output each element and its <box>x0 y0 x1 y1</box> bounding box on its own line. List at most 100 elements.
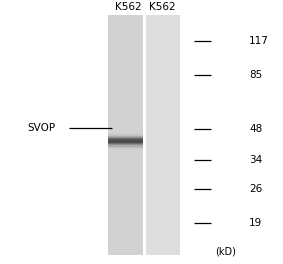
Bar <box>146 34 180 35</box>
Bar <box>146 192 180 194</box>
Bar <box>108 112 143 113</box>
Bar <box>146 253 180 255</box>
Text: 34: 34 <box>249 155 262 165</box>
Bar <box>108 100 143 101</box>
Bar <box>146 95 180 96</box>
Bar <box>146 171 180 172</box>
Bar <box>108 32 143 34</box>
Bar <box>146 128 180 129</box>
Bar <box>146 136 180 137</box>
Bar <box>108 40 143 41</box>
Bar <box>108 37 143 39</box>
Bar <box>146 162 180 163</box>
Bar <box>108 28 143 29</box>
Bar <box>146 73 180 74</box>
Bar <box>108 197 143 198</box>
Bar <box>146 225 180 226</box>
Bar <box>108 186 143 187</box>
Bar <box>108 93 143 94</box>
Bar <box>146 55 180 56</box>
Bar <box>108 59 143 60</box>
Bar <box>108 226 143 227</box>
Bar <box>108 179 143 180</box>
Bar <box>146 16 180 17</box>
Bar <box>146 65 180 66</box>
Bar <box>146 215 180 216</box>
Bar <box>146 102 180 103</box>
Bar <box>146 98 180 100</box>
Bar <box>146 167 180 168</box>
Bar <box>108 19 143 21</box>
Bar <box>108 136 143 137</box>
Bar <box>146 43 180 45</box>
Bar <box>146 71 180 72</box>
Bar <box>108 162 143 163</box>
Bar <box>108 131 143 132</box>
Bar <box>146 97 180 99</box>
Bar <box>108 243 143 244</box>
Bar <box>146 63 180 64</box>
Bar <box>108 251 143 252</box>
Bar <box>146 125 180 126</box>
Bar <box>146 240 180 242</box>
Bar <box>108 30 143 31</box>
Bar <box>146 132 180 133</box>
Bar <box>146 234 180 235</box>
Bar <box>108 149 143 150</box>
Bar <box>146 126 180 128</box>
Bar <box>108 109 143 111</box>
Bar <box>146 239 180 240</box>
Bar <box>146 137 180 138</box>
Bar <box>108 79 143 81</box>
Bar <box>108 43 143 45</box>
Bar <box>146 101 180 102</box>
Bar <box>146 147 180 148</box>
Bar <box>146 198 180 200</box>
Bar <box>146 30 180 31</box>
Bar <box>146 176 180 177</box>
Bar <box>146 109 180 111</box>
Bar <box>108 60 143 61</box>
Bar <box>108 63 143 64</box>
Bar <box>146 141 180 142</box>
Bar <box>108 118 143 119</box>
Bar <box>108 185 143 186</box>
Bar <box>108 159 143 160</box>
Bar <box>146 53 180 54</box>
Bar <box>146 178 180 179</box>
Bar <box>108 85 143 87</box>
Bar <box>146 124 180 125</box>
Bar <box>108 169 143 171</box>
Bar <box>146 155 180 156</box>
Bar <box>146 118 180 119</box>
Bar <box>146 105 180 106</box>
Bar <box>146 190 180 191</box>
Bar <box>146 114 180 115</box>
Bar <box>146 252 180 253</box>
Bar <box>146 84 180 85</box>
Bar <box>146 156 180 157</box>
Bar <box>108 150 143 152</box>
Bar <box>146 145 180 147</box>
Bar <box>108 65 143 66</box>
Bar <box>146 138 180 139</box>
Bar <box>108 234 143 235</box>
Bar <box>146 201 180 202</box>
Bar <box>146 231 180 232</box>
Bar <box>108 224 143 225</box>
Bar <box>108 24 143 25</box>
Bar <box>146 39 180 40</box>
Bar <box>108 35 143 36</box>
Bar <box>146 196 180 197</box>
Bar <box>146 166 180 167</box>
Bar <box>146 185 180 186</box>
Bar <box>108 139 143 141</box>
Bar <box>146 32 180 34</box>
Bar <box>108 17 143 18</box>
Bar <box>146 82 180 83</box>
Bar <box>108 194 143 195</box>
Bar <box>108 16 143 17</box>
Bar <box>146 70 180 71</box>
Bar <box>146 88 180 89</box>
Bar <box>146 108 180 109</box>
